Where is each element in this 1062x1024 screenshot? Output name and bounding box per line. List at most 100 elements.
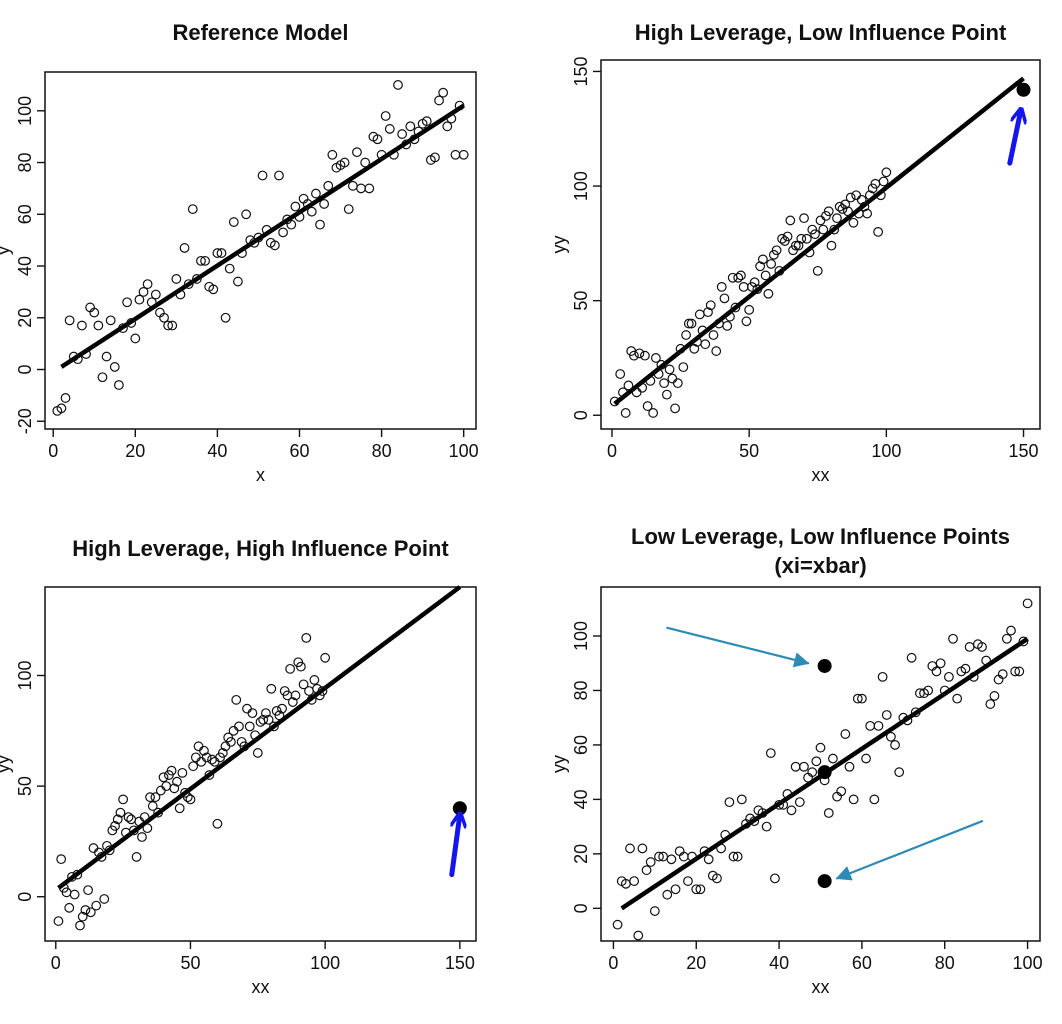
data-point bbox=[150, 289, 161, 300]
fit-line bbox=[613, 76, 1025, 406]
data-point bbox=[174, 803, 185, 814]
data-point bbox=[716, 282, 727, 292]
data-point bbox=[637, 843, 648, 854]
data-point bbox=[241, 209, 252, 220]
data-point bbox=[843, 206, 853, 217]
data-point bbox=[761, 821, 772, 832]
data-point bbox=[142, 823, 153, 834]
data-point bbox=[894, 767, 905, 778]
data-point bbox=[790, 761, 801, 772]
data-point bbox=[319, 199, 330, 209]
data-point bbox=[878, 176, 889, 187]
data-point bbox=[649, 906, 660, 916]
data-point bbox=[981, 655, 992, 666]
data-point bbox=[343, 204, 354, 215]
data-point bbox=[115, 807, 126, 818]
data-point bbox=[196, 756, 207, 767]
data-point bbox=[931, 666, 942, 677]
data-point bbox=[873, 720, 884, 731]
data-point bbox=[877, 671, 888, 682]
data-point bbox=[64, 902, 75, 913]
data-point bbox=[53, 916, 64, 926]
data-point bbox=[67, 871, 77, 882]
data-point bbox=[815, 215, 826, 226]
data-point bbox=[807, 767, 818, 778]
data-point bbox=[306, 694, 317, 705]
data-point bbox=[670, 403, 680, 414]
data-point bbox=[641, 865, 652, 876]
data-point bbox=[60, 393, 71, 403]
data-point bbox=[185, 794, 196, 805]
data-point bbox=[823, 206, 834, 217]
x-tick-label: 0 bbox=[607, 441, 617, 461]
data-point bbox=[458, 149, 469, 160]
data-point bbox=[347, 180, 358, 191]
data-point bbox=[881, 167, 892, 178]
data-point bbox=[935, 658, 946, 669]
data-point bbox=[612, 919, 623, 930]
data-point bbox=[171, 274, 182, 284]
data-point bbox=[810, 229, 820, 240]
data-point bbox=[413, 126, 424, 137]
data-point bbox=[257, 170, 268, 181]
data-point bbox=[393, 80, 403, 90]
data-point bbox=[716, 843, 727, 854]
data-point bbox=[290, 690, 301, 701]
chart-title: (xi=xbar) bbox=[774, 553, 866, 578]
data-point bbox=[771, 245, 782, 256]
data-point bbox=[785, 215, 796, 226]
y-axis-label: yy bbox=[0, 755, 13, 773]
data-point bbox=[126, 318, 137, 328]
data-point bbox=[968, 671, 979, 682]
data-point bbox=[64, 315, 75, 326]
data-point bbox=[812, 265, 823, 276]
data-point bbox=[678, 362, 689, 373]
x-tick-label: 60 bbox=[289, 441, 309, 461]
data-point bbox=[228, 217, 239, 227]
data-point bbox=[190, 752, 201, 763]
data-point bbox=[356, 183, 366, 194]
data-point bbox=[964, 642, 975, 652]
annotation-arrow bbox=[835, 820, 984, 881]
data-point bbox=[848, 794, 859, 805]
y-tick-label: 100 bbox=[15, 96, 35, 126]
data-point bbox=[352, 147, 362, 158]
data-point bbox=[384, 124, 395, 134]
data-point bbox=[454, 100, 465, 111]
chart-title: High Leverage, High Influence Point bbox=[72, 536, 449, 561]
data-point bbox=[99, 894, 110, 904]
data-point bbox=[703, 307, 713, 318]
data-point bbox=[277, 703, 287, 714]
data-point bbox=[137, 832, 147, 842]
data-point bbox=[231, 694, 242, 705]
data-point bbox=[376, 149, 387, 160]
data-point bbox=[311, 188, 321, 199]
data-point bbox=[801, 233, 812, 244]
data-point bbox=[138, 286, 149, 297]
data-point bbox=[261, 224, 272, 235]
data-point bbox=[774, 265, 785, 276]
data-point bbox=[405, 121, 416, 132]
data-point bbox=[179, 243, 190, 253]
data-point bbox=[705, 300, 716, 311]
data-point bbox=[818, 224, 829, 235]
data-point bbox=[686, 318, 697, 329]
chart-panel-4: Low Leverage, Low Influence Points (xi=xb… bbox=[549, 524, 1043, 997]
data-point bbox=[225, 736, 236, 747]
data-point bbox=[815, 742, 826, 753]
data-point bbox=[902, 715, 913, 726]
data-point bbox=[811, 756, 822, 767]
data-point bbox=[216, 248, 227, 258]
data-point bbox=[670, 884, 681, 895]
y-tick-label: 20 bbox=[15, 308, 35, 328]
data-point bbox=[695, 884, 706, 895]
data-point bbox=[834, 201, 845, 212]
data-point bbox=[659, 378, 670, 389]
chart-panel-1: Reference Model 0 20 40 60 80 100 -20 0 20 40 60 80 1… bbox=[0, 20, 479, 485]
data-point bbox=[199, 745, 209, 756]
data-point bbox=[689, 343, 700, 354]
data-point bbox=[287, 697, 298, 707]
data-point bbox=[845, 192, 856, 203]
data-point bbox=[724, 797, 735, 808]
